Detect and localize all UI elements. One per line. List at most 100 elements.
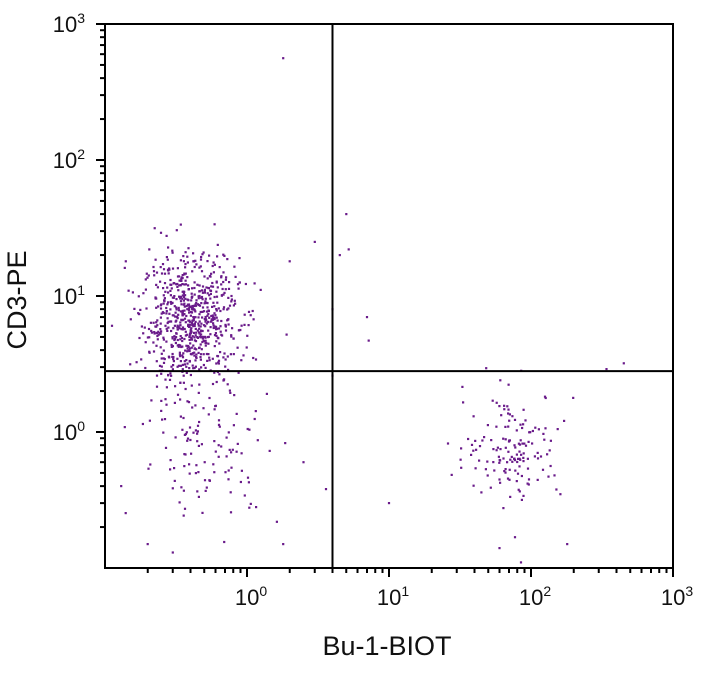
event-dot [199,356,202,359]
event-dot [129,363,132,366]
event-dot [171,296,174,299]
event-dot [178,353,181,356]
event-dot [268,449,271,452]
event-dot [215,325,218,329]
event-dot [162,431,165,434]
event-dot [338,254,341,257]
event-dot [195,356,198,359]
event-dot [173,295,176,298]
event-dot [282,57,285,60]
event-dot [192,252,195,255]
event-dot [150,329,153,332]
event-dot [215,327,219,330]
event-dot [199,353,203,356]
event-dot [188,367,191,370]
event-dot [172,364,175,367]
event-dot [144,278,147,281]
event-dot [460,466,463,469]
event-dot [499,481,502,484]
event-dot [206,320,210,323]
event-dot [207,342,210,345]
event-dot [472,449,475,452]
event-dot [221,334,224,337]
event-dot [164,290,167,293]
event-dot [225,276,228,279]
event-dot [184,279,187,282]
event-dot [496,446,499,449]
event-dot [199,310,202,314]
event-dot [504,425,507,428]
event-dot [498,478,501,481]
event-dot [168,312,171,315]
event-dot [169,308,172,311]
event-dot [185,305,188,308]
event-dot [139,308,142,311]
event-dot [175,319,178,322]
event-dot [222,253,225,256]
event-dot [193,351,196,354]
event-dot [187,288,190,291]
event-dot [147,327,151,331]
event-dot [175,336,178,339]
event-dot [182,260,185,263]
event-dot [162,336,165,339]
event-dot [199,358,202,361]
event-dot [244,282,247,286]
event-dot [198,332,201,335]
event-dot [165,327,168,330]
event-dot [165,340,168,343]
event-dot [165,234,168,237]
event-dot [181,277,184,280]
event-dot [197,495,200,498]
event-dot [238,281,241,284]
event-dot [156,319,159,322]
event-dot [190,346,193,349]
event-dot [179,300,183,303]
event-dot [175,332,178,335]
event-dot [159,307,163,310]
event-dot [165,312,168,315]
event-dot [181,294,184,297]
event-dot [191,319,194,322]
event-dot [387,502,391,505]
event-dot [162,357,165,360]
event-dot [179,310,182,313]
event-dot [200,270,204,273]
event-dot [183,507,187,510]
event-dot [172,360,175,363]
event-dot [216,286,219,289]
event-dot [519,458,522,461]
event-dot [205,322,208,325]
event-dot [503,470,506,473]
event-dot [198,313,201,316]
event-dot [178,279,181,282]
event-dot [163,300,166,303]
event-dot [196,329,199,332]
event-dot [185,371,188,374]
event-dot [228,448,231,451]
event-dot [204,366,207,369]
event-dot [229,491,232,494]
event-dot [185,431,188,434]
event-dot [188,320,191,323]
event-dot [198,331,201,334]
event-dot [198,368,201,371]
event-dot [179,355,182,358]
event-dot [181,274,184,277]
event-dot [222,308,225,311]
event-dot [180,277,183,281]
event-dot [156,324,159,327]
event-dot [446,442,450,445]
event-dot [209,289,212,292]
event-dot [233,265,236,268]
event-dot [189,373,192,377]
event-dot [200,255,203,259]
event-dot [181,309,184,312]
event-dot [211,382,215,386]
event-dot [480,491,483,494]
event-dot [167,355,170,358]
event-dot [503,404,506,407]
event-dot [176,324,179,327]
event-dot [153,227,156,230]
event-dot [198,304,202,307]
